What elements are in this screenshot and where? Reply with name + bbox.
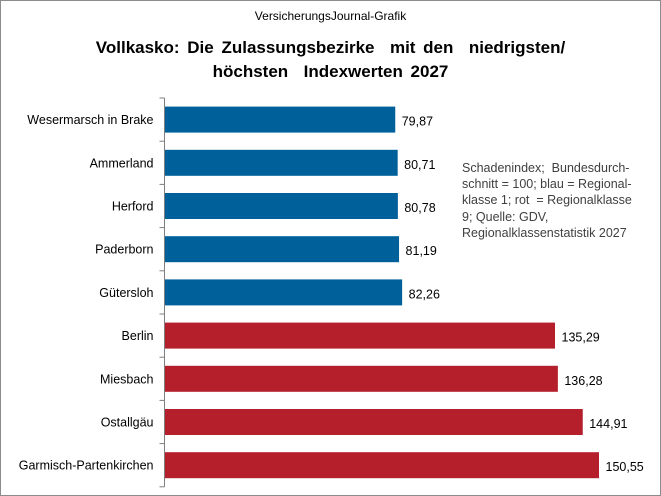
bar (165, 236, 400, 263)
value-label: 79,87 (402, 115, 433, 129)
category-label: Miesbach (100, 372, 154, 386)
value-label: 144,91 (589, 417, 627, 431)
chart-title-line-2: höchsten Indexwerten 2027 (212, 62, 449, 81)
category-label: Berlin (122, 329, 154, 343)
category-label: Ammerland (90, 156, 154, 170)
category-label: Ostallgäu (101, 416, 154, 430)
note-line-1: Schadenindex; Bundesdurch- (462, 161, 630, 175)
value-label: 135,29 (562, 331, 600, 345)
category-label: Gütersloh (99, 286, 153, 300)
source-label: VersicherungsJournal-Grafik (254, 9, 407, 23)
category-label: Paderborn (95, 243, 153, 257)
value-label: 81,19 (406, 244, 437, 258)
note-line-4: 9; Quelle: GDV, (462, 209, 549, 224)
value-label: 136,28 (564, 374, 602, 388)
bar (165, 365, 558, 392)
note-line-2: schnitt = 100; blau = Regional- (462, 177, 632, 192)
value-label: 80,71 (404, 158, 435, 172)
note-line-3: klasse 1; rot = Regionalklasse (462, 193, 632, 208)
category-label: Garmisch-Partenkirchen (19, 459, 154, 473)
bar (165, 322, 556, 349)
bar (165, 149, 398, 176)
value-label: 82,26 (409, 287, 440, 301)
bar (165, 193, 398, 219)
category-label: Wesermarsch in Brake (27, 113, 153, 127)
chart-title-line-1: Vollkasko: Die Zulassungsbezirke mit den… (95, 38, 566, 57)
bar (165, 409, 583, 435)
note-line-5: Regionalklassenstatistik 2027 (462, 225, 627, 240)
bar (165, 452, 599, 479)
chart-title: Vollkasko: Die Zulassungsbezirke mit den… (0, 36, 661, 84)
category-label: Herford (112, 200, 154, 214)
bar (165, 279, 403, 306)
value-label: 80,78 (404, 201, 435, 215)
bar (165, 106, 396, 133)
chart-note: Schadenindex; Bundesdurch- schnitt = 100… (462, 160, 646, 241)
value-label: 150,55 (606, 460, 644, 474)
